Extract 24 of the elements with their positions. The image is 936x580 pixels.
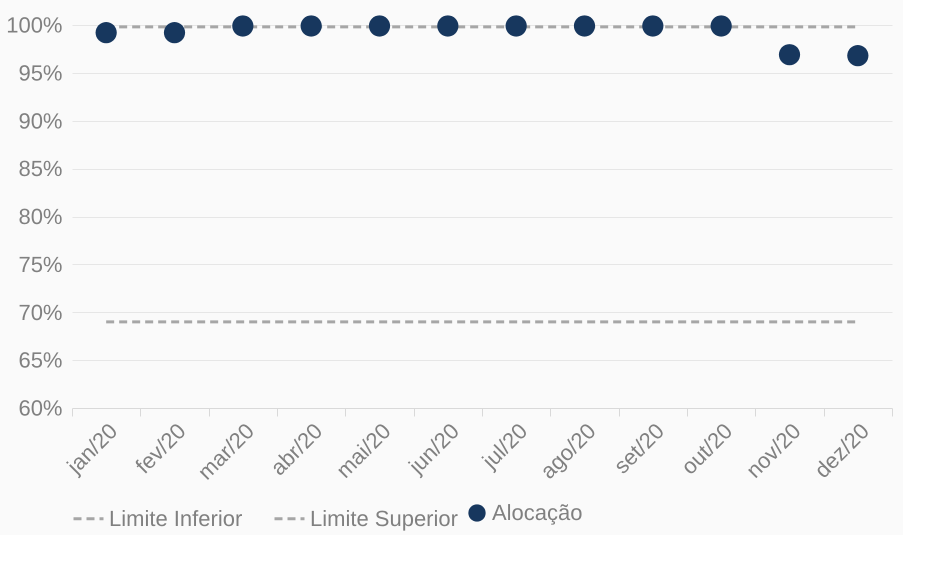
point bbox=[164, 22, 186, 44]
y-tick-label: 75% bbox=[18, 252, 62, 277]
y-tick-label: 80% bbox=[18, 204, 62, 229]
point bbox=[710, 15, 732, 37]
y-tick-label: 95% bbox=[18, 60, 62, 86]
y-tick-label: 85% bbox=[18, 156, 62, 182]
point bbox=[232, 15, 254, 37]
legend-label: Alocação bbox=[492, 500, 583, 525]
point bbox=[300, 15, 322, 37]
y-tick-label: 90% bbox=[18, 108, 62, 134]
legend-label: Limite Inferior bbox=[109, 506, 242, 531]
point bbox=[574, 15, 596, 37]
y-tick-label: 70% bbox=[18, 300, 62, 325]
point bbox=[96, 22, 117, 44]
point bbox=[368, 15, 390, 37]
point bbox=[778, 44, 800, 66]
point bbox=[506, 15, 527, 37]
y-tick-label: 65% bbox=[18, 348, 62, 373]
y-tick-label: 100% bbox=[6, 12, 62, 38]
legend-label: Limite Superior bbox=[310, 506, 458, 531]
y-tick-label: 60% bbox=[18, 396, 62, 420]
point bbox=[437, 15, 458, 37]
point bbox=[642, 15, 664, 37]
point bbox=[847, 45, 868, 66]
